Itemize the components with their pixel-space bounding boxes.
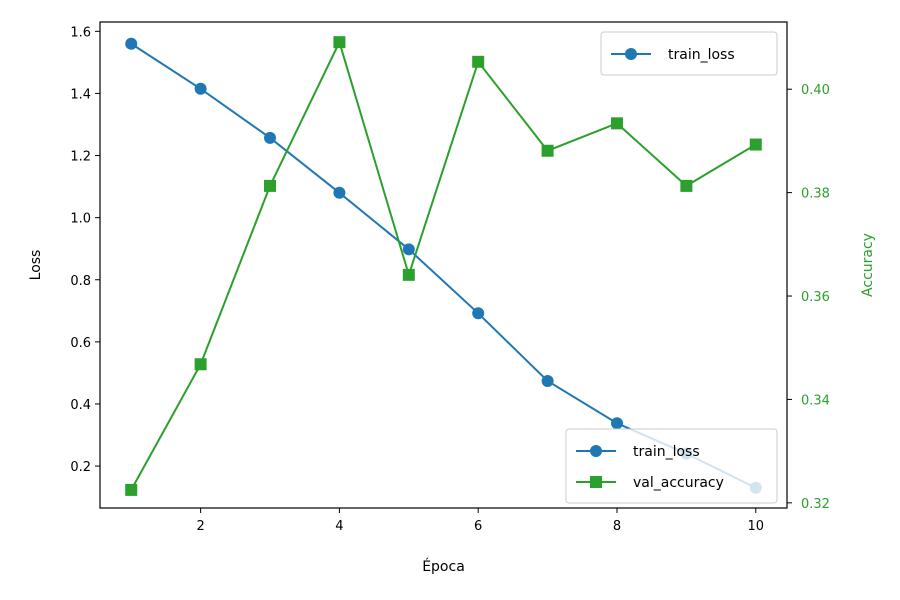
point-val_accuracy xyxy=(680,179,693,192)
plot-background xyxy=(100,22,787,508)
x-tick-label: 10 xyxy=(747,519,764,534)
legend-lower-right: train_loss val_accuracy xyxy=(565,428,778,504)
point-train_loss xyxy=(472,307,485,320)
y-axis-left-label: Loss xyxy=(28,250,44,281)
legend-marker xyxy=(590,476,602,488)
legend-box xyxy=(565,428,778,504)
point-val_accuracy xyxy=(610,117,623,130)
axis-ticks: 2 4 6 8 10 0.2 0.4 0.6 0.8 1.0 1.2 1.4 1.6 0.32 0.34 0.… xyxy=(70,25,830,534)
point-val_accuracy xyxy=(333,36,346,49)
point-train_loss xyxy=(541,374,554,387)
y-right-tick-label: 0.36 xyxy=(801,290,830,305)
y-right-tick-label: 0.32 xyxy=(801,497,830,512)
point-train_loss xyxy=(264,131,277,144)
legend-marker xyxy=(590,445,602,457)
point-val_accuracy xyxy=(264,179,277,192)
point-val_accuracy xyxy=(125,483,138,496)
point-val_accuracy xyxy=(541,144,554,157)
point-train_loss xyxy=(402,243,415,256)
point-val_accuracy xyxy=(194,358,207,371)
point-val_accuracy xyxy=(402,268,415,281)
x-tick-label: 4 xyxy=(335,519,343,534)
y-right-tick-label: 0.34 xyxy=(801,393,830,408)
x-axis-label: Época xyxy=(422,558,465,575)
y-left-tick-label: 0.8 xyxy=(70,274,91,289)
legend-label: val_accuracy xyxy=(633,475,724,491)
point-train_loss xyxy=(125,37,138,50)
y-right-tick-label: 0.40 xyxy=(801,83,830,98)
point-train_loss xyxy=(610,417,623,430)
x-tick-label: 8 xyxy=(613,519,621,534)
legend-upper-right: train_loss xyxy=(600,31,778,76)
y-left-tick-label: 1.0 xyxy=(70,212,91,227)
legend-label: train_loss xyxy=(668,47,735,63)
legend-box xyxy=(600,31,778,76)
plot-frame xyxy=(99,21,788,509)
point-val_accuracy xyxy=(749,138,762,151)
legend-label: train_loss xyxy=(633,444,700,460)
point-val_accuracy xyxy=(472,55,485,68)
legend-marker xyxy=(625,48,637,60)
point-train_loss xyxy=(333,186,346,199)
point-train_loss xyxy=(194,82,207,95)
y-axis-right-label: Accuracy xyxy=(860,233,876,297)
y-left-tick-label: 1.4 xyxy=(70,87,91,102)
y-left-tick-label: 1.2 xyxy=(70,150,91,165)
y-left-tick-label: 0.4 xyxy=(70,398,91,413)
legends: train_loss train_loss val_accuracy xyxy=(565,31,778,504)
y-right-tick-label: 0.38 xyxy=(801,187,830,202)
y-left-tick-label: 1.6 xyxy=(70,25,91,40)
y-left-tick-label: 0.6 xyxy=(70,336,91,351)
series-line-val_accuracy xyxy=(130,39,757,491)
x-tick-label: 6 xyxy=(474,519,482,534)
y-left-tick-label: 0.2 xyxy=(70,460,91,475)
x-tick-label: 2 xyxy=(196,519,204,534)
